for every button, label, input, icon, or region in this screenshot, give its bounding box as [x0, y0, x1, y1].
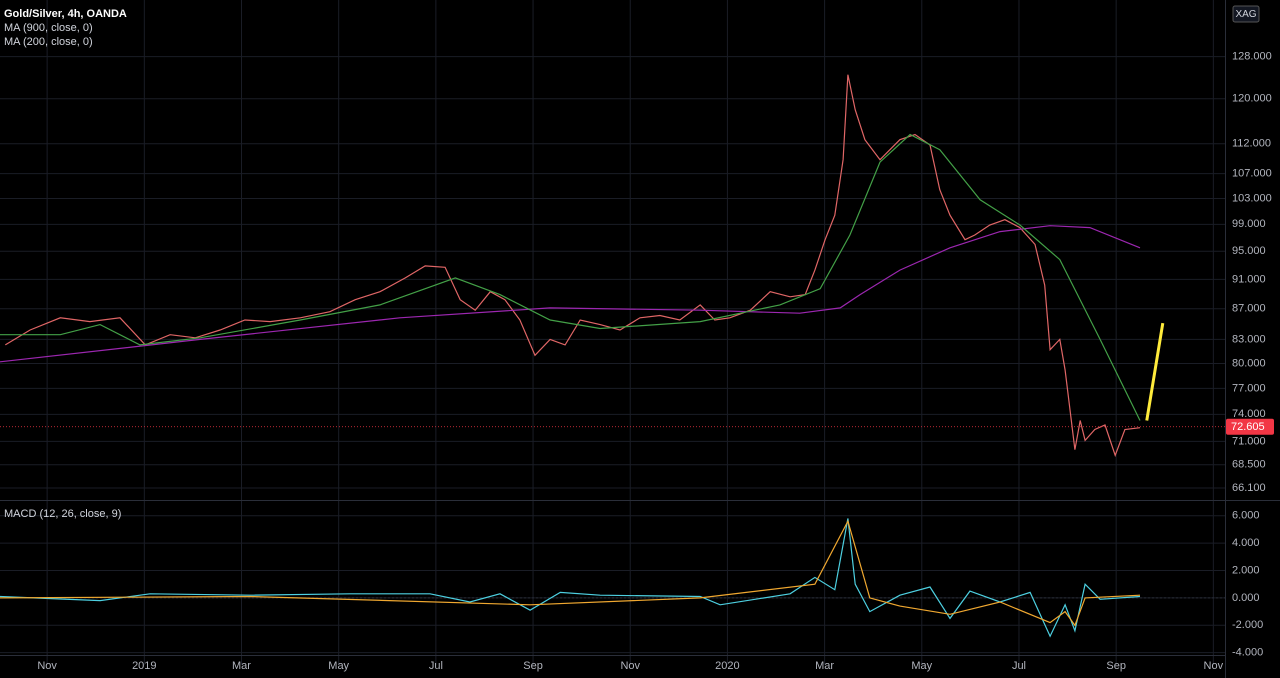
x-tick-label: May	[328, 660, 349, 672]
x-tick-label: Nov	[37, 660, 57, 672]
trend-line	[1145, 322, 1165, 421]
x-tick-label: Nov	[620, 660, 640, 672]
y-tick-label: 66.100	[1232, 482, 1266, 494]
legend-entry: MA (200, close, 0)	[4, 36, 93, 48]
last-price-badge	[1226, 418, 1274, 435]
indicator-line	[0, 519, 1141, 627]
y-tick-label: 91.000	[1232, 273, 1266, 285]
x-tick-label: Mar	[815, 660, 834, 672]
x-tick-label: Mar	[232, 660, 251, 672]
currency-label[interactable]: XAG	[1235, 9, 1256, 20]
y-tick-label: 77.000	[1232, 382, 1266, 394]
currency-badge[interactable]	[1232, 5, 1260, 23]
x-tick-label: 2020	[715, 660, 739, 672]
last-price-label: 72.605	[1231, 421, 1265, 433]
y-tick-label: 128.000	[1232, 51, 1272, 63]
grid	[0, 0, 1225, 665]
y-tick-label: 120.000	[1232, 93, 1272, 105]
y-tick-label: -2.000	[1232, 619, 1263, 631]
macd-title: MACD (12, 26, close, 9)	[4, 508, 121, 520]
x-tick-label: 2019	[132, 660, 156, 672]
y-tick-label: 107.000	[1232, 168, 1272, 180]
y-tick-label: 87.000	[1232, 303, 1266, 315]
y-tick-label: 6.000	[1232, 510, 1260, 522]
x-tick-label: Nov	[1204, 660, 1224, 672]
y-tick-label: 71.000	[1232, 435, 1266, 447]
y-tick-label: 103.000	[1232, 192, 1272, 204]
y-tick-label: 68.500	[1232, 459, 1266, 471]
y-tick-label: -4.000	[1232, 647, 1263, 659]
x-tick-label: May	[911, 660, 932, 672]
indicator-line	[0, 225, 1141, 363]
x-tick-label: Sep	[1106, 660, 1126, 672]
x-tick-label: Jul	[429, 660, 443, 672]
y-tick-label: 0.000	[1232, 592, 1260, 604]
y-tick-label: 95.000	[1232, 245, 1266, 257]
y-tick-label: 74.000	[1232, 408, 1266, 420]
price-line	[0, 518, 1141, 638]
x-tick-label: Jul	[1012, 660, 1026, 672]
marks	[0, 74, 1225, 638]
y-tick-label: 80.000	[1232, 357, 1266, 369]
y-tick-label: 83.000	[1232, 333, 1266, 345]
indicator-line	[0, 133, 1141, 421]
y-tick-label: 2.000	[1232, 564, 1260, 576]
legend-entry: MA (900, close, 0)	[4, 22, 93, 34]
price-line	[4, 74, 1141, 458]
chart-title: Gold/Silver, 4h, OANDA	[4, 8, 127, 20]
x-tick-label: Sep	[523, 660, 543, 672]
y-tick-label: 4.000	[1232, 537, 1260, 549]
labels: 66.100 68.500 71.000 74.000 77.000 80.000 83.0…	[37, 51, 1274, 672]
y-tick-label: 99.000	[1232, 218, 1266, 230]
y-tick-label: 112.000	[1232, 138, 1271, 150]
